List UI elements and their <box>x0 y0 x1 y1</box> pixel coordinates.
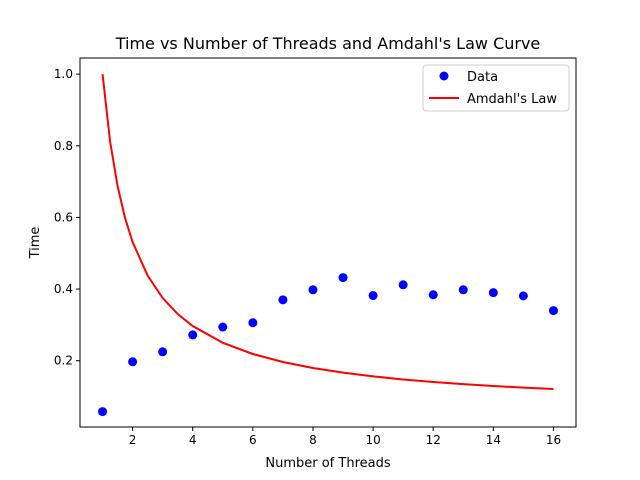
y-tick-label: 0.2 <box>54 354 73 368</box>
data-point <box>548 306 558 316</box>
data-point <box>278 295 288 305</box>
chart-title: Time vs Number of Threads and Amdahl's L… <box>115 34 541 53</box>
series-line-amdahl <box>101 74 554 390</box>
data-point <box>338 273 348 283</box>
axes-frame <box>79 57 577 428</box>
x-tick-label: 10 <box>365 433 380 447</box>
x-tick-label: 8 <box>309 433 317 447</box>
x-tick-label: 2 <box>129 433 137 447</box>
data-point <box>98 407 108 417</box>
legend-box <box>422 64 570 112</box>
data-point <box>518 291 528 301</box>
y-axis: 0.2 0.4 0.6 0.8 1.0 <box>54 67 80 368</box>
data-point <box>488 288 498 298</box>
data-point <box>158 347 168 357</box>
x-tick-label: 4 <box>189 433 197 447</box>
x-tick-label: 14 <box>486 433 501 447</box>
legend-label-data: Data <box>467 70 498 85</box>
plot-area <box>98 74 558 417</box>
legend-label-amdahl: Amdahl's Law <box>467 92 557 107</box>
data-point <box>188 330 198 340</box>
x-axis: 2 4 6 8 10 12 14 16 <box>129 427 561 447</box>
data-point <box>458 285 468 295</box>
y-axis-label: Time <box>28 227 43 260</box>
y-tick-label: 0.4 <box>54 282 73 296</box>
x-tick-label: 12 <box>426 433 441 447</box>
data-point <box>218 322 228 332</box>
data-point <box>308 285 318 295</box>
data-point <box>398 280 408 290</box>
x-tick-label: 6 <box>249 433 257 447</box>
data-point <box>248 318 258 328</box>
data-point <box>128 357 138 367</box>
legend-marker-data <box>439 71 449 81</box>
data-point <box>428 290 438 300</box>
data-point <box>368 291 378 301</box>
x-axis-label: Number of Threads <box>265 456 390 471</box>
legend: Data Amdahl's Law <box>422 64 570 112</box>
y-tick-label: 0.8 <box>54 139 73 153</box>
x-tick-label: 16 <box>546 433 561 447</box>
y-tick-label: 0.6 <box>54 210 73 224</box>
y-tick-label: 1.0 <box>54 67 73 81</box>
